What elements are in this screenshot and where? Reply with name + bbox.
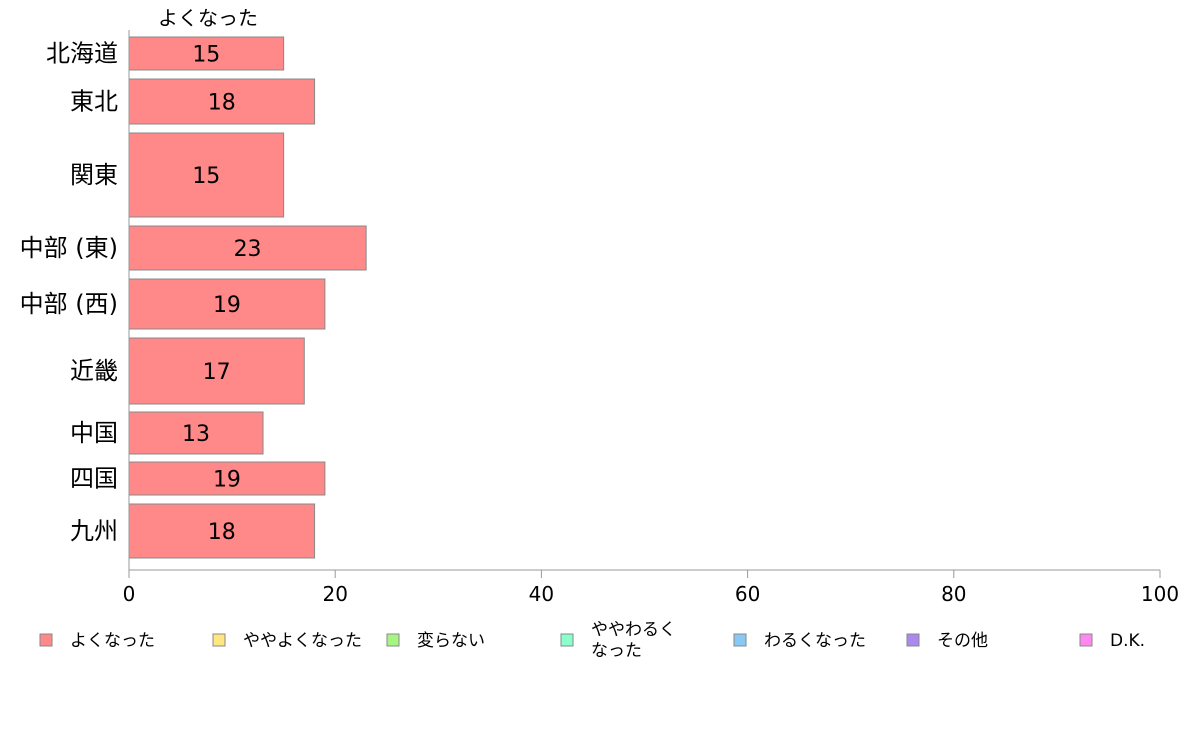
category-label: 関東 bbox=[70, 161, 118, 189]
legend-swatch bbox=[39, 633, 53, 647]
x-axis: 0 20 40 60 80 100 bbox=[123, 30, 1179, 606]
bar-value-label: 23 bbox=[234, 237, 262, 262]
x-tick-label: 80 bbox=[941, 582, 966, 606]
legend-swatch bbox=[386, 633, 400, 647]
category-label: 中部 (西) bbox=[20, 290, 118, 318]
legend-swatch bbox=[906, 633, 920, 647]
column-header: よくなった bbox=[158, 6, 258, 30]
category-label: 四国 bbox=[70, 465, 118, 493]
x-tick-label: 40 bbox=[529, 582, 554, 606]
category-label: 九州 bbox=[70, 517, 118, 545]
legend-swatch bbox=[212, 633, 226, 647]
legend-label: ややよくなった bbox=[243, 631, 362, 651]
legend-label: ややわるくなった bbox=[591, 620, 676, 661]
legend-label: 変らない bbox=[417, 631, 485, 651]
x-tick-label: 60 bbox=[735, 582, 760, 606]
category-label: 東北 bbox=[70, 88, 118, 116]
bar-0 bbox=[128, 36, 285, 71]
bar-3 bbox=[128, 225, 367, 271]
legend-label: わるくなった bbox=[764, 631, 866, 651]
category-label: 中部 (東) bbox=[20, 234, 118, 262]
legend-swatch bbox=[1079, 633, 1093, 647]
bar-value-label: 17 bbox=[203, 360, 231, 385]
category-label: 近畿 bbox=[70, 357, 118, 385]
bar-6 bbox=[128, 411, 264, 455]
category-label: 北海道 bbox=[46, 40, 118, 68]
bar-value-label: 19 bbox=[213, 293, 241, 318]
x-tick-label: 100 bbox=[1141, 582, 1179, 606]
bar-value-label: 18 bbox=[208, 520, 236, 545]
bar-2 bbox=[128, 132, 285, 218]
legend-label: その他 bbox=[937, 631, 988, 651]
bar-value-label: 13 bbox=[182, 422, 210, 447]
bar-value-label: 15 bbox=[192, 164, 220, 189]
legend-swatch bbox=[560, 633, 574, 647]
legend-swatch bbox=[733, 633, 747, 647]
legend-label: よくなった bbox=[70, 631, 155, 651]
bar-value-label: 19 bbox=[213, 468, 241, 493]
bar-value-label: 15 bbox=[192, 43, 220, 68]
bar-4 bbox=[128, 278, 326, 330]
x-tick-label: 0 bbox=[123, 582, 136, 606]
legend-label: D.K. bbox=[1110, 631, 1145, 651]
category-label: 中国 bbox=[70, 419, 118, 447]
bar-value-label: 18 bbox=[208, 91, 236, 116]
bar-5 bbox=[128, 337, 305, 405]
bar-1 bbox=[128, 78, 316, 125]
legend: よくなった ややよくなった 変らない ややわるくなった わるくなった その他 D.K. bbox=[39, 620, 1145, 661]
x-tick-label: 20 bbox=[322, 582, 347, 606]
